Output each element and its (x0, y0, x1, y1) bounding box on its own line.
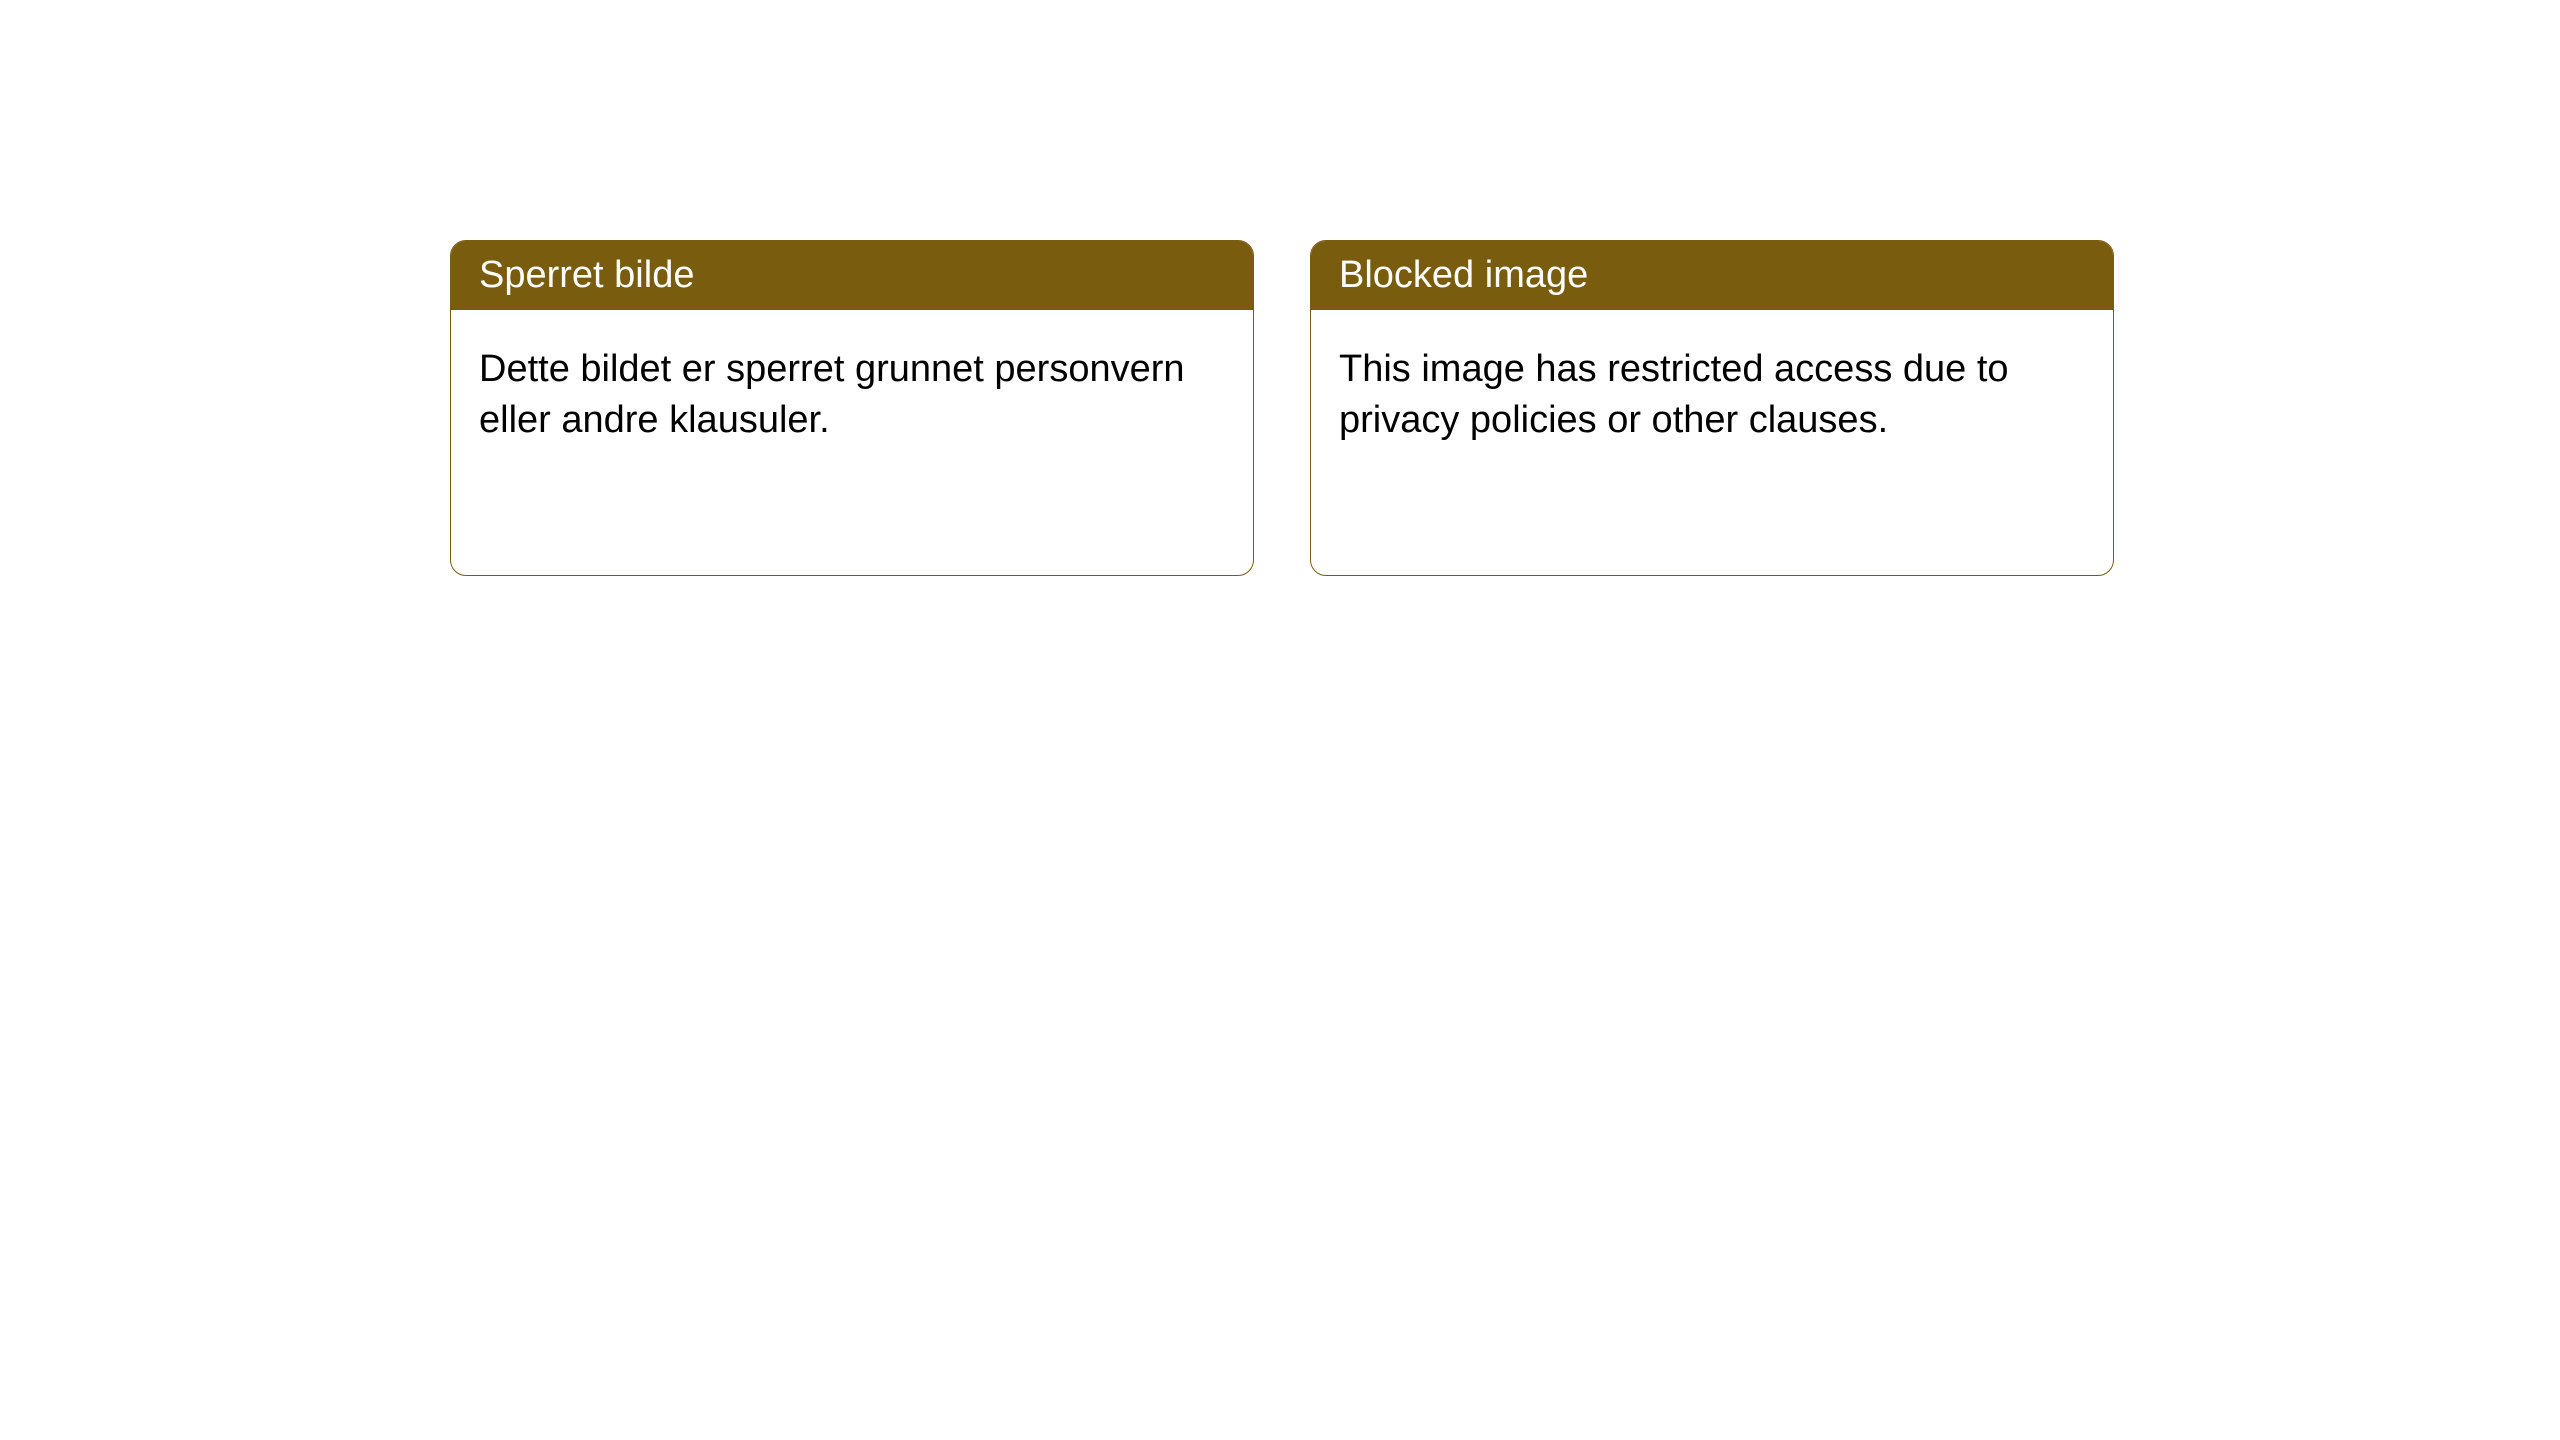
notice-card-body: This image has restricted access due to … (1311, 310, 2113, 481)
notice-body-text: This image has restricted access due to … (1339, 348, 2009, 441)
notice-title: Sperret bilde (479, 254, 694, 296)
notice-card-header: Blocked image (1311, 241, 2113, 310)
notice-title: Blocked image (1339, 254, 1588, 296)
notice-container: Sperret bilde Dette bildet er sperret gr… (450, 240, 2114, 576)
notice-card-body: Dette bildet er sperret grunnet personve… (451, 310, 1253, 481)
notice-body-text: Dette bildet er sperret grunnet personve… (479, 348, 1185, 441)
notice-card-no: Sperret bilde Dette bildet er sperret gr… (450, 240, 1254, 576)
notice-card-header: Sperret bilde (451, 241, 1253, 310)
notice-card-en: Blocked image This image has restricted … (1310, 240, 2114, 576)
